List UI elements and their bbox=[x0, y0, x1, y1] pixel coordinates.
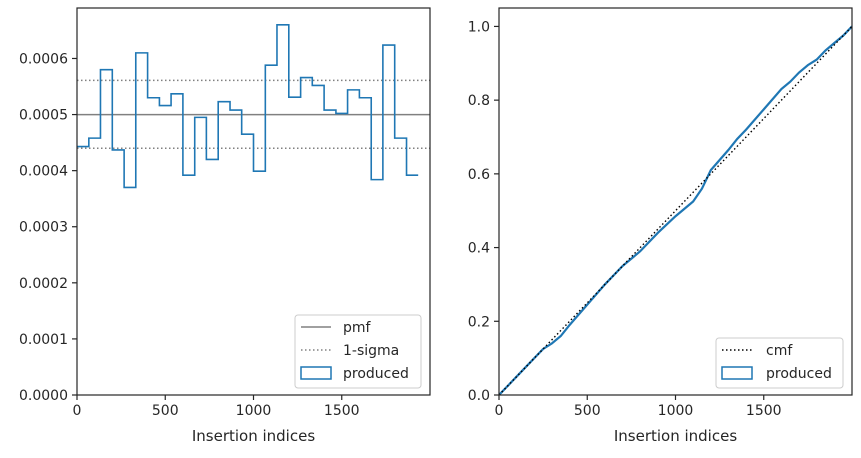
legend-pmf-label: pmf bbox=[343, 320, 372, 336]
legend-produced-swatch bbox=[300, 366, 332, 380]
x-tick-label: 1000 bbox=[236, 403, 272, 419]
x-tick-label: 500 bbox=[152, 403, 179, 419]
legend-sigma-label: 1-sigma bbox=[343, 343, 399, 359]
left-chart-panel: 0 500 1000 1500 0.0000 0.0001 0.0002 0.0003 0.00… bbox=[19, 7, 431, 445]
x-tick-label: 1500 bbox=[746, 403, 782, 419]
plot-area bbox=[77, 24, 430, 189]
y-tick-label: 0.4 bbox=[468, 241, 490, 257]
y-tick-label: 0.2 bbox=[468, 314, 490, 330]
y-tick-label: 0.0 bbox=[468, 388, 490, 404]
x-axis-label: Insertion indices bbox=[614, 427, 737, 445]
cmf-line bbox=[499, 25, 852, 395]
plot-area bbox=[499, 25, 852, 395]
y-tick-label: 0.8 bbox=[468, 93, 490, 109]
legend-produced-swatch bbox=[721, 366, 753, 380]
produced-step-series bbox=[77, 24, 419, 189]
y-tick-label: 0.0003 bbox=[19, 220, 68, 236]
x-axis-label: Insertion indices bbox=[192, 427, 315, 445]
y-tick-label: 0.0001 bbox=[19, 332, 68, 348]
legend: pmf 1-sigma produced bbox=[294, 314, 422, 389]
axes-frame bbox=[498, 7, 853, 396]
legend-produced-label: produced bbox=[343, 366, 409, 382]
x-tick-label: 1000 bbox=[658, 403, 694, 419]
x-tick-label: 0 bbox=[495, 403, 504, 419]
y-tick-label: 0.0000 bbox=[19, 388, 68, 404]
x-tick-label: 500 bbox=[574, 403, 601, 419]
x-tick-label: 1500 bbox=[324, 403, 360, 419]
produced-cumulative-series bbox=[499, 25, 852, 395]
y-tick-label: 0.0005 bbox=[19, 108, 68, 124]
y-tick-label: 1.0 bbox=[468, 19, 490, 35]
y-tick-label: 0.0006 bbox=[19, 51, 68, 67]
y-tick-label: 0.0004 bbox=[19, 164, 68, 180]
legend: cmf produced bbox=[715, 337, 844, 389]
legend-cmf-label: cmf bbox=[766, 343, 793, 359]
y-tick-label: 0.6 bbox=[468, 167, 490, 183]
legend-produced-label: produced bbox=[766, 366, 832, 382]
legend-box bbox=[715, 337, 844, 389]
y-tick-label: 0.0002 bbox=[19, 276, 68, 292]
legend-box bbox=[294, 314, 422, 389]
right-chart-panel: 0 500 1000 1500 0.0 0.2 0.4 0.6 0.8 1.0 Insertion … bbox=[468, 7, 853, 445]
x-tick-label: 0 bbox=[73, 403, 82, 419]
